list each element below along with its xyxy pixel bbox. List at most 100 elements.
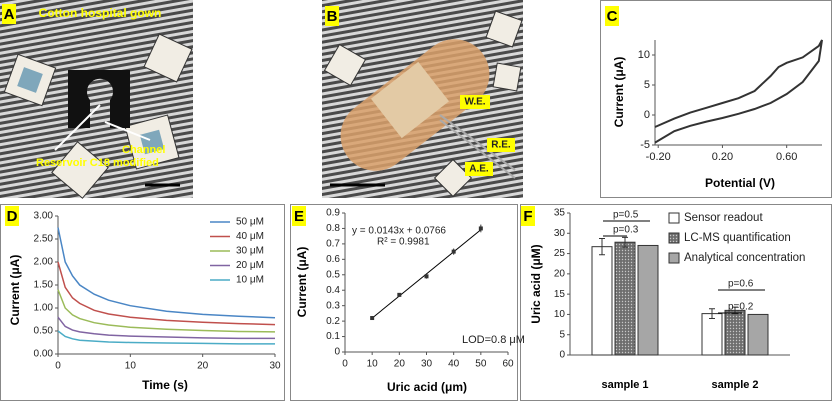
legend-label: 50 μM (236, 217, 264, 228)
legend-label: Analytical concentration (684, 252, 805, 264)
y-tick-label: 0 (559, 350, 565, 361)
photo-caption: Cotton hospital gown (39, 6, 162, 20)
y-tick-label: 0.3 (326, 300, 340, 311)
y-tick-label: 0 (644, 109, 650, 121)
y-tick-label: 2.00 (34, 257, 54, 268)
trendline (371, 229, 482, 319)
panel-label: D (7, 208, 18, 225)
y-tick-label: 25 (554, 248, 566, 259)
legend-label: 40 μM (236, 231, 264, 242)
annotation: p=0.5 (613, 210, 639, 221)
x-tick-label: 20 (394, 359, 406, 370)
y-tick-label: 15 (554, 289, 566, 300)
panel-label: A (4, 6, 15, 23)
bar (637, 244, 659, 356)
panel-frame (290, 204, 518, 401)
y-tick-label: -5 (640, 139, 650, 151)
electrode-label: R.E. (491, 140, 511, 151)
y-tick-label: 0.4 (326, 285, 340, 296)
x-axis-label: Uric acid (μm) (387, 380, 467, 394)
y-tick-label: 2.50 (34, 234, 54, 245)
photo-caption: Channel (122, 144, 165, 156)
panel-label-bg (521, 206, 535, 226)
data-line (57, 261, 276, 326)
point (370, 316, 375, 321)
y-tick-label: 0 (334, 347, 340, 358)
x-tick-label: 0.20 (712, 151, 733, 163)
y-tick-label: 30 (554, 228, 566, 239)
legend-swatch (668, 212, 680, 224)
x-tick-label: 0 (55, 361, 61, 372)
x-tick-label: sample 2 (711, 379, 758, 391)
y-axis-label: Current (μA) (295, 247, 309, 318)
panel-label: C (607, 8, 618, 25)
data-line (57, 316, 275, 340)
x-tick-label: 50 (475, 359, 487, 370)
y-tick-label: 5 (644, 79, 650, 91)
y-tick-label: 10 (554, 309, 566, 320)
legend-label: 30 μM (236, 246, 264, 257)
panel-label-bg (605, 6, 619, 26)
y-tick-label: 5 (559, 329, 565, 340)
y-tick-label: 3.00 (34, 211, 54, 222)
error-bar (709, 308, 715, 319)
y-axis-label: Uric acid (μM) (529, 244, 543, 323)
error-bar (622, 236, 628, 248)
y-tick-label: 0.6 (326, 254, 340, 265)
y-tick-label: 0.50 (34, 326, 54, 337)
data-line (57, 330, 275, 345)
x-tick-label: sample 1 (601, 379, 648, 391)
point (478, 226, 483, 231)
y-tick-label: 0.5 (326, 269, 340, 280)
y-tick-label: 1.00 (34, 303, 54, 314)
bar (724, 309, 746, 356)
legend-label: LC-MS quantification (684, 232, 791, 244)
y-tick-label: 20 (554, 268, 566, 279)
point (451, 249, 456, 254)
annotation: y = 0.0143x + 0.0766 (352, 226, 446, 237)
panel-label: B (327, 8, 338, 25)
y-axis-label: Current (μA) (612, 57, 626, 128)
panel-label-bg (292, 206, 306, 226)
y-tick-label: 0.7 (326, 239, 340, 250)
point (424, 274, 429, 279)
x-tick-label: 0 (342, 359, 348, 370)
x-axis-label: Time (s) (142, 378, 188, 392)
annotation: R² = 0.9981 (377, 237, 430, 248)
bar (614, 241, 636, 356)
panel-label: E (294, 208, 304, 225)
x-tick-label: 30 (269, 361, 281, 372)
y-tick-label: 1.50 (34, 280, 54, 291)
error-bar (599, 238, 605, 256)
legend-swatch (668, 252, 680, 264)
x-tick-label: 10 (125, 361, 137, 372)
panel-label-bg (5, 206, 19, 226)
annotation: LOD=0.8 μM (462, 334, 525, 346)
y-tick-label: 0.2 (326, 316, 340, 327)
bar (701, 313, 723, 356)
x-tick-label: 40 (448, 359, 460, 370)
legend-label: 10 μM (236, 275, 264, 286)
panel-frame (0, 204, 285, 401)
legend-label: Sensor readout (684, 212, 763, 224)
y-tick-label: 0.8 (326, 223, 340, 234)
y-tick-label: 0.9 (326, 208, 340, 219)
data-line (57, 289, 276, 333)
x-tick-label: 30 (421, 359, 433, 370)
electrode-label: A.E. (469, 164, 489, 175)
photo-caption: Reservoir C18 modified (36, 157, 159, 169)
x-tick-label: 0.60 (776, 151, 797, 163)
electrode-label: W.E. (464, 97, 485, 108)
data-line (57, 227, 276, 319)
point (397, 292, 402, 297)
annotation: p=0.6 (728, 279, 754, 290)
photo-b (322, 0, 523, 198)
legend-label: 20 μM (236, 260, 264, 271)
x-tick-label: 10 (367, 359, 379, 370)
panel-frame (600, 0, 832, 198)
y-tick-label: 0.00 (34, 349, 54, 360)
y-tick-label: 35 (554, 208, 566, 219)
bar (747, 313, 769, 356)
x-tick-label: 60 (502, 359, 514, 370)
